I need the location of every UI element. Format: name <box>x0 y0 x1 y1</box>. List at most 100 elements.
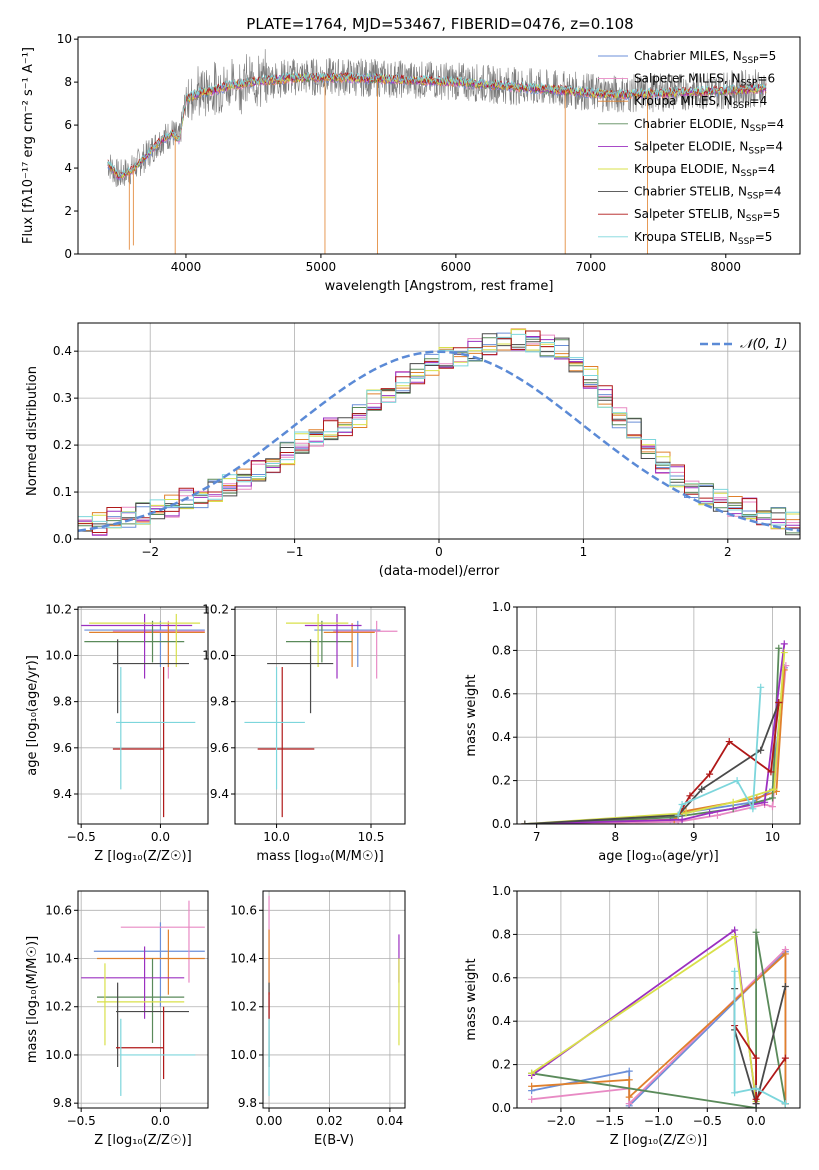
age-vs-z-xlabel: Z [log₁₀(Z/Z☉)] <box>94 849 191 864</box>
y-tick-label: 0.4 <box>492 1014 511 1028</box>
weight-vs-z-plot-area <box>528 926 789 1108</box>
weight-marker <box>698 785 706 793</box>
weight-marker <box>752 928 760 936</box>
errorbar-point-3 <box>286 620 353 663</box>
weight-marker <box>625 1067 633 1075</box>
weight-line-7 <box>733 1025 787 1103</box>
mass-vs-z-plot-area <box>81 900 205 1096</box>
legend-subscript: SSP <box>741 79 758 89</box>
y-tick-label: 10.4 <box>45 952 72 966</box>
errorbar-point-2 <box>323 623 375 668</box>
errorbar-point-5 <box>97 963 185 1046</box>
residuals-ylabel: Normed distribution <box>25 366 40 496</box>
weight-marker <box>731 926 739 934</box>
weight-marker <box>757 746 765 754</box>
errorbar-point-5 <box>286 613 349 668</box>
errorbar-point-7 <box>116 1006 165 1080</box>
x-tick-label: 6000 <box>441 260 472 274</box>
errorbar-point-0 <box>93 922 205 1007</box>
mass-vs-ebv-plot-area <box>268 895 400 1096</box>
legend-subscript: SSP <box>748 146 765 156</box>
y-tick-label: 2 <box>64 204 72 218</box>
spectrum-plot-area <box>107 49 767 254</box>
legend-count: =4 <box>766 117 784 131</box>
legend-label: Kroupa ELODIE, NSSP=4 <box>634 162 775 179</box>
legend-count: =4 <box>750 94 768 108</box>
legend-subscript: SSP <box>747 192 764 202</box>
y-tick-label: 0.2 <box>492 774 511 788</box>
mass-vs-z-xlabel: Z [log₁₀(Z/Z☉)] <box>94 1133 191 1148</box>
age-vs-mass-plot-area <box>244 613 398 818</box>
y-tick-label: 10 <box>57 32 72 46</box>
y-tick-label: 10.2 <box>45 1000 72 1014</box>
weight-marker <box>674 811 682 819</box>
y-tick-label: 8 <box>64 75 72 89</box>
errorbar-point-6 <box>112 639 189 714</box>
weight-marker <box>781 1054 789 1062</box>
y-tick-label: 10.0 <box>202 648 229 662</box>
y-tick-label: 10.0 <box>45 1048 72 1062</box>
legend-subscript: SSP <box>746 214 763 224</box>
y-tick-label: 10.2 <box>230 1000 257 1014</box>
y-tick-label: 10.6 <box>230 903 257 917</box>
weight-marker <box>752 1084 760 1092</box>
weight-marker <box>725 738 733 746</box>
weight-marker <box>757 683 765 691</box>
errorbar-point-2 <box>97 929 205 995</box>
y-tick-label: 0 <box>64 247 72 261</box>
errorbar-point-4 <box>81 613 193 679</box>
age-vs-mass-xlabel: mass [log₁₀(M/M☉)] <box>256 849 383 864</box>
weight-marker <box>528 1095 536 1103</box>
weight-marker <box>781 1100 789 1108</box>
legend-label: Salpeter MILES, NSSP=6 <box>634 72 775 89</box>
axes-frame <box>77 606 209 825</box>
weight-marker <box>781 982 789 990</box>
weight-vs-age-axes <box>513 606 800 828</box>
y-tick-label: 0.2 <box>53 438 72 452</box>
axes-frame <box>77 36 801 255</box>
errorbar-point-5 <box>89 613 201 668</box>
weight-marker <box>780 649 788 657</box>
y-tick-label: 0.0 <box>53 532 72 546</box>
y-tick-label: 0.8 <box>492 927 511 941</box>
y-tick-label: 10.2 <box>202 602 229 616</box>
weight-marker <box>733 777 741 785</box>
mass-vs-ebv-xlabel: E(B-V) <box>314 1133 354 1148</box>
weight-marker <box>767 768 775 776</box>
x-tick-label: 8 <box>611 830 619 844</box>
y-tick-label: 1.0 <box>492 884 511 898</box>
weight-vs-age-xlabel: age [log₁₀(age/yr)] <box>598 849 719 864</box>
weight-marker <box>729 798 737 806</box>
x-tick-label: −1 <box>286 545 304 559</box>
x-tick-label: 0.00 <box>256 1114 283 1128</box>
x-tick-label: 0.02 <box>316 1114 343 1128</box>
age-vs-mass-background <box>235 607 405 824</box>
weight-marker <box>781 950 789 958</box>
y-tick-label: 0.2 <box>492 1058 511 1072</box>
errorbar-point-3 <box>84 620 185 663</box>
y-tick-label: 0.4 <box>492 730 511 744</box>
gaussian-curve <box>78 350 800 533</box>
residuals-plot-area <box>78 328 800 539</box>
x-tick-label: −0.5 <box>693 1114 722 1128</box>
x-tick-label: 8000 <box>711 260 742 274</box>
weight-marker <box>625 1093 633 1101</box>
x-tick-label: −2.0 <box>546 1114 575 1128</box>
weight-marker <box>678 816 686 824</box>
weight-marker <box>768 794 776 802</box>
x-tick-label: 0.0 <box>151 830 170 844</box>
y-tick-label: 1.0 <box>492 600 511 614</box>
x-tick-label: −1.0 <box>644 1114 673 1128</box>
y-tick-label: 10.4 <box>230 952 257 966</box>
legend-label: Salpeter STELIB, NSSP=5 <box>634 207 780 224</box>
gaussian-legend-label: 𝒩(0, 1) <box>740 337 787 352</box>
errorbar-point-8 <box>120 1018 196 1096</box>
age-vs-z-plot-area <box>81 613 205 818</box>
x-tick-label: 0.0 <box>151 1114 170 1128</box>
weight-marker <box>678 800 686 808</box>
y-tick-label: 0.6 <box>492 971 511 985</box>
mass-vs-ebv-axes <box>259 891 405 1112</box>
weight-marker <box>731 967 739 975</box>
x-tick-label: −0.5 <box>67 830 96 844</box>
